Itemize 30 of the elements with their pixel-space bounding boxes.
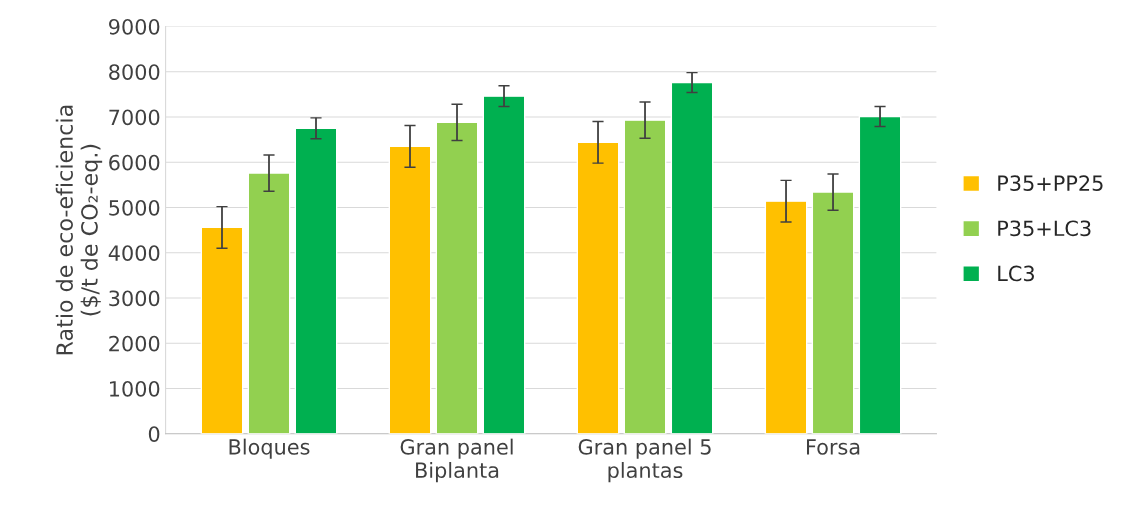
bar [388,145,432,434]
bar [247,172,291,434]
bar [764,200,808,434]
bar [200,226,244,434]
y-tick-label: 8000 [109,64,160,80]
bar [576,141,620,434]
y-tick-label: 3000 [109,290,160,307]
x-tick-label: Bloques [229,438,310,459]
bar [811,191,855,434]
y-tick-label: 2000 [109,335,160,352]
legend-label: LC3 [998,265,1034,282]
x-tick-label: Forsa [807,439,860,455]
bar [435,121,479,434]
bar [623,119,667,434]
y-tick-label: 9000 [109,18,160,35]
y-tick-label: 6000 [109,154,160,171]
y-axis-title: Ratio de eco-eficiencia ($/t de CO₂-eq.) [55,105,103,355]
y-tick-label: 7000 [109,109,160,126]
y-tick-label: 0 [148,426,160,442]
y-tick-label: 5000 [109,199,160,216]
legend-label: P35+PP25 [998,175,1103,191]
bar [294,127,338,434]
bar [482,95,526,434]
bar [670,81,714,434]
legend-label: P35+LC3 [998,220,1091,237]
y-tick-label: 4000 [108,245,160,261]
y-tick-label: 1000 [110,380,160,397]
bar [858,115,902,434]
x-tick-label: Gran panel Biplanta [400,438,513,483]
x-tick-label: Gran panel 5 plantas [578,438,711,483]
